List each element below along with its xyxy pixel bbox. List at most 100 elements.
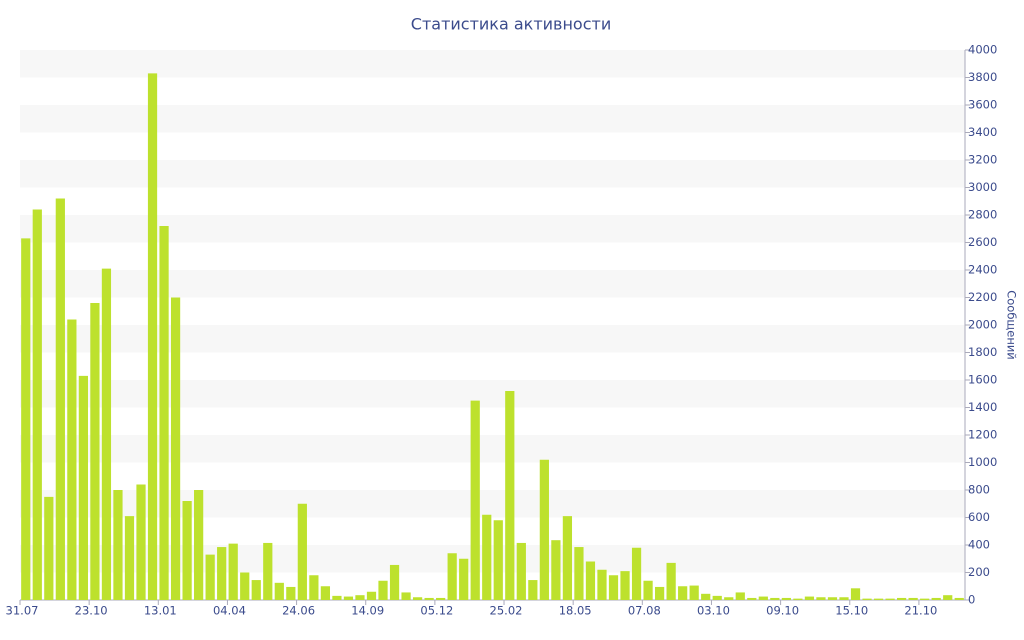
x-tick-label: 07.08 <box>628 604 661 618</box>
bar <box>55 198 65 600</box>
bar <box>228 543 238 600</box>
bar <box>170 297 181 600</box>
y-tick-label: 1200 <box>968 428 997 442</box>
y-tick-label: 600 <box>968 510 990 524</box>
bar <box>954 597 964 600</box>
bar <box>263 542 273 600</box>
y-tick-label: 3400 <box>968 125 997 139</box>
bar <box>366 591 377 600</box>
bar <box>516 542 526 600</box>
bar <box>274 582 284 600</box>
x-tick-label: 24.06 <box>282 604 315 618</box>
bar <box>78 375 88 600</box>
bar <box>343 596 354 600</box>
x-tick-label: 14.09 <box>351 604 384 618</box>
chart-title: Статистика активности <box>411 15 611 34</box>
bar <box>182 501 192 600</box>
bar <box>816 597 826 600</box>
bar <box>770 597 780 600</box>
bar <box>724 597 734 600</box>
bar <box>804 596 815 600</box>
bar <box>943 595 953 600</box>
y-tick-label: 2000 <box>968 318 997 332</box>
bar <box>735 592 745 600</box>
y-tick-label: 800 <box>968 483 990 497</box>
bar <box>355 595 365 600</box>
x-tick-label: 09.10 <box>766 604 799 618</box>
bar <box>251 580 261 600</box>
bar <box>839 597 849 600</box>
bar <box>286 586 296 600</box>
x-tick-label: 18.05 <box>559 604 592 618</box>
bar <box>217 547 227 600</box>
bar <box>747 597 757 600</box>
y-tick-label: 3200 <box>968 153 997 167</box>
bar <box>136 484 146 600</box>
y-tick-label: 2600 <box>968 235 997 249</box>
bar <box>862 598 872 600</box>
bar <box>920 598 930 600</box>
bar <box>585 561 596 600</box>
y-tick-label: 2400 <box>968 263 997 277</box>
bar <box>689 585 699 600</box>
bar <box>332 595 342 600</box>
bar <box>897 597 907 600</box>
bar <box>21 238 31 600</box>
bar <box>539 459 549 600</box>
bar <box>793 598 803 600</box>
bar <box>666 562 676 600</box>
bar <box>528 580 538 600</box>
bar <box>147 73 158 600</box>
bar <box>643 580 653 600</box>
bar <box>873 598 884 600</box>
x-tick-label: 15.10 <box>835 604 868 618</box>
x-tick-label: 03.10 <box>697 604 730 618</box>
bar <box>113 490 123 600</box>
y-tick-label: 1400 <box>968 400 997 414</box>
y-tick-label: 2800 <box>968 208 997 222</box>
bar <box>101 268 112 600</box>
bar <box>447 553 457 600</box>
y-tick-label: 4000 <box>968 43 997 57</box>
bar <box>194 490 204 600</box>
bar <box>240 572 250 600</box>
y-tick-label: 1800 <box>968 345 997 359</box>
bar <box>159 226 169 600</box>
bar <box>389 564 400 600</box>
x-tick-label: 31.07 <box>6 604 39 618</box>
y-tick-label: 400 <box>968 538 990 552</box>
bar <box>827 597 838 600</box>
y-tick-label: 1000 <box>968 455 997 469</box>
bar <box>309 575 319 600</box>
bar <box>562 516 573 600</box>
bar <box>701 593 711 600</box>
y-tick-label: 3000 <box>968 180 997 194</box>
bar <box>551 540 561 600</box>
bar <box>44 496 54 600</box>
bar <box>297 503 307 600</box>
grid-band <box>20 50 965 78</box>
x-tick-label: 23.10 <box>75 604 108 618</box>
y-tick-label: 1600 <box>968 373 997 387</box>
bar <box>608 575 619 600</box>
bar <box>781 597 791 600</box>
bar <box>758 596 768 600</box>
bar <box>320 586 331 600</box>
bar <box>124 516 135 600</box>
y-tick-label: 200 <box>968 565 990 579</box>
bar <box>654 586 665 600</box>
bar <box>574 547 584 600</box>
bar <box>908 597 918 600</box>
bar <box>597 569 607 600</box>
y-tick-label: 3800 <box>968 70 997 84</box>
bar <box>885 598 895 600</box>
bar <box>378 580 388 600</box>
bar <box>32 209 42 600</box>
y-tick-label: 2200 <box>968 290 997 304</box>
bar <box>493 520 503 600</box>
bar <box>712 595 722 600</box>
y-tick-label: 0 <box>968 593 975 607</box>
bar <box>459 558 469 600</box>
x-tick-label: 21.10 <box>904 604 937 618</box>
